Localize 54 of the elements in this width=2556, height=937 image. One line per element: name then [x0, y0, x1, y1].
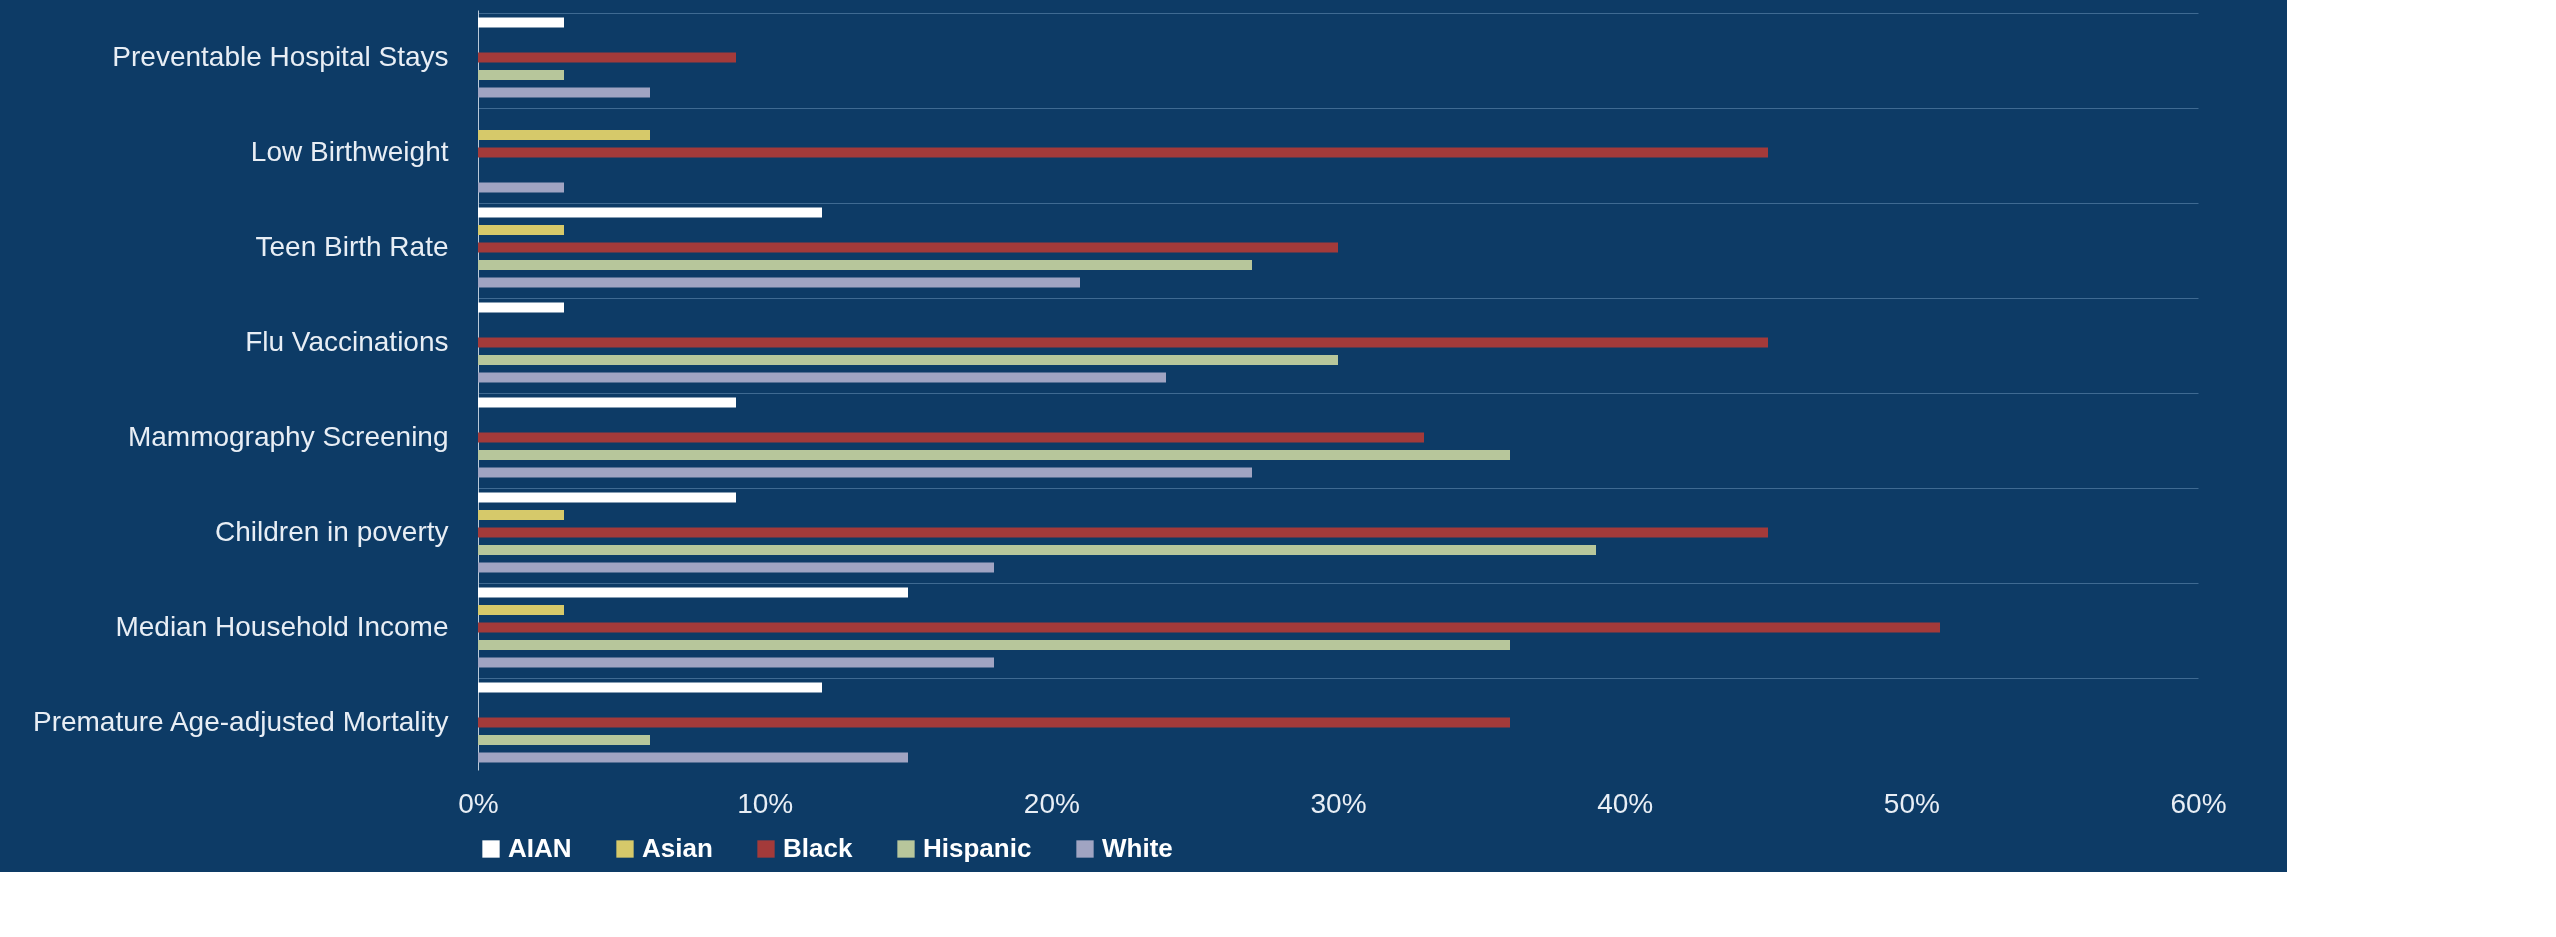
bar [478, 544, 1596, 555]
bar [478, 130, 650, 141]
bar [478, 87, 650, 98]
legend-label: AIAN [508, 833, 572, 863]
x-tick-label: 10% [737, 787, 794, 819]
bar [478, 510, 564, 521]
bar [478, 207, 822, 218]
bar [478, 657, 994, 668]
bar [478, 467, 1252, 478]
legend-label: Black [783, 833, 853, 863]
bar [478, 147, 1768, 158]
y-tick-label: Preventable Hospital Stays [112, 40, 449, 72]
bar [478, 52, 736, 63]
bar [478, 372, 1166, 383]
x-tick-label: 0% [458, 787, 499, 819]
bar [478, 337, 1768, 348]
bar [478, 17, 564, 28]
x-tick-label: 20% [1023, 787, 1080, 819]
y-tick-label: Low Birthweight [250, 135, 449, 167]
x-tick-label: 60% [2170, 787, 2227, 819]
legend-label: White [1102, 833, 1173, 863]
y-tick-label: Premature Age-adjusted Mortality [32, 705, 449, 737]
bar [478, 242, 1338, 253]
legend-label: Asian [642, 833, 713, 863]
bar [478, 69, 564, 80]
bar [478, 354, 1338, 365]
bar [478, 492, 736, 503]
legend-label: Hispanic [923, 833, 1032, 863]
bar [478, 182, 564, 193]
y-tick-label: Median Household Income [115, 610, 449, 642]
bar [478, 622, 1940, 633]
x-tick-label: 40% [1597, 787, 1654, 819]
y-tick-label: Flu Vaccinations [245, 325, 449, 357]
bar [478, 752, 908, 763]
bar [478, 717, 1510, 728]
bar [478, 734, 650, 745]
bar [478, 682, 822, 693]
bar [478, 527, 1768, 538]
bar [478, 259, 1252, 270]
bar [478, 432, 1424, 443]
y-tick-label: Teen Birth Rate [255, 230, 449, 262]
x-tick-label: 50% [1883, 787, 1940, 819]
bar [478, 562, 994, 573]
bar [478, 302, 564, 313]
y-tick-label: Children in poverty [215, 515, 449, 547]
bar [478, 449, 1510, 460]
bar [478, 605, 564, 616]
bar [478, 587, 908, 598]
bar [478, 225, 564, 236]
bar [478, 397, 736, 408]
x-tick-label: 30% [1310, 787, 1367, 819]
y-tick-label: Mammography Screening [127, 420, 449, 452]
bar [478, 639, 1510, 650]
bar [478, 277, 1080, 288]
